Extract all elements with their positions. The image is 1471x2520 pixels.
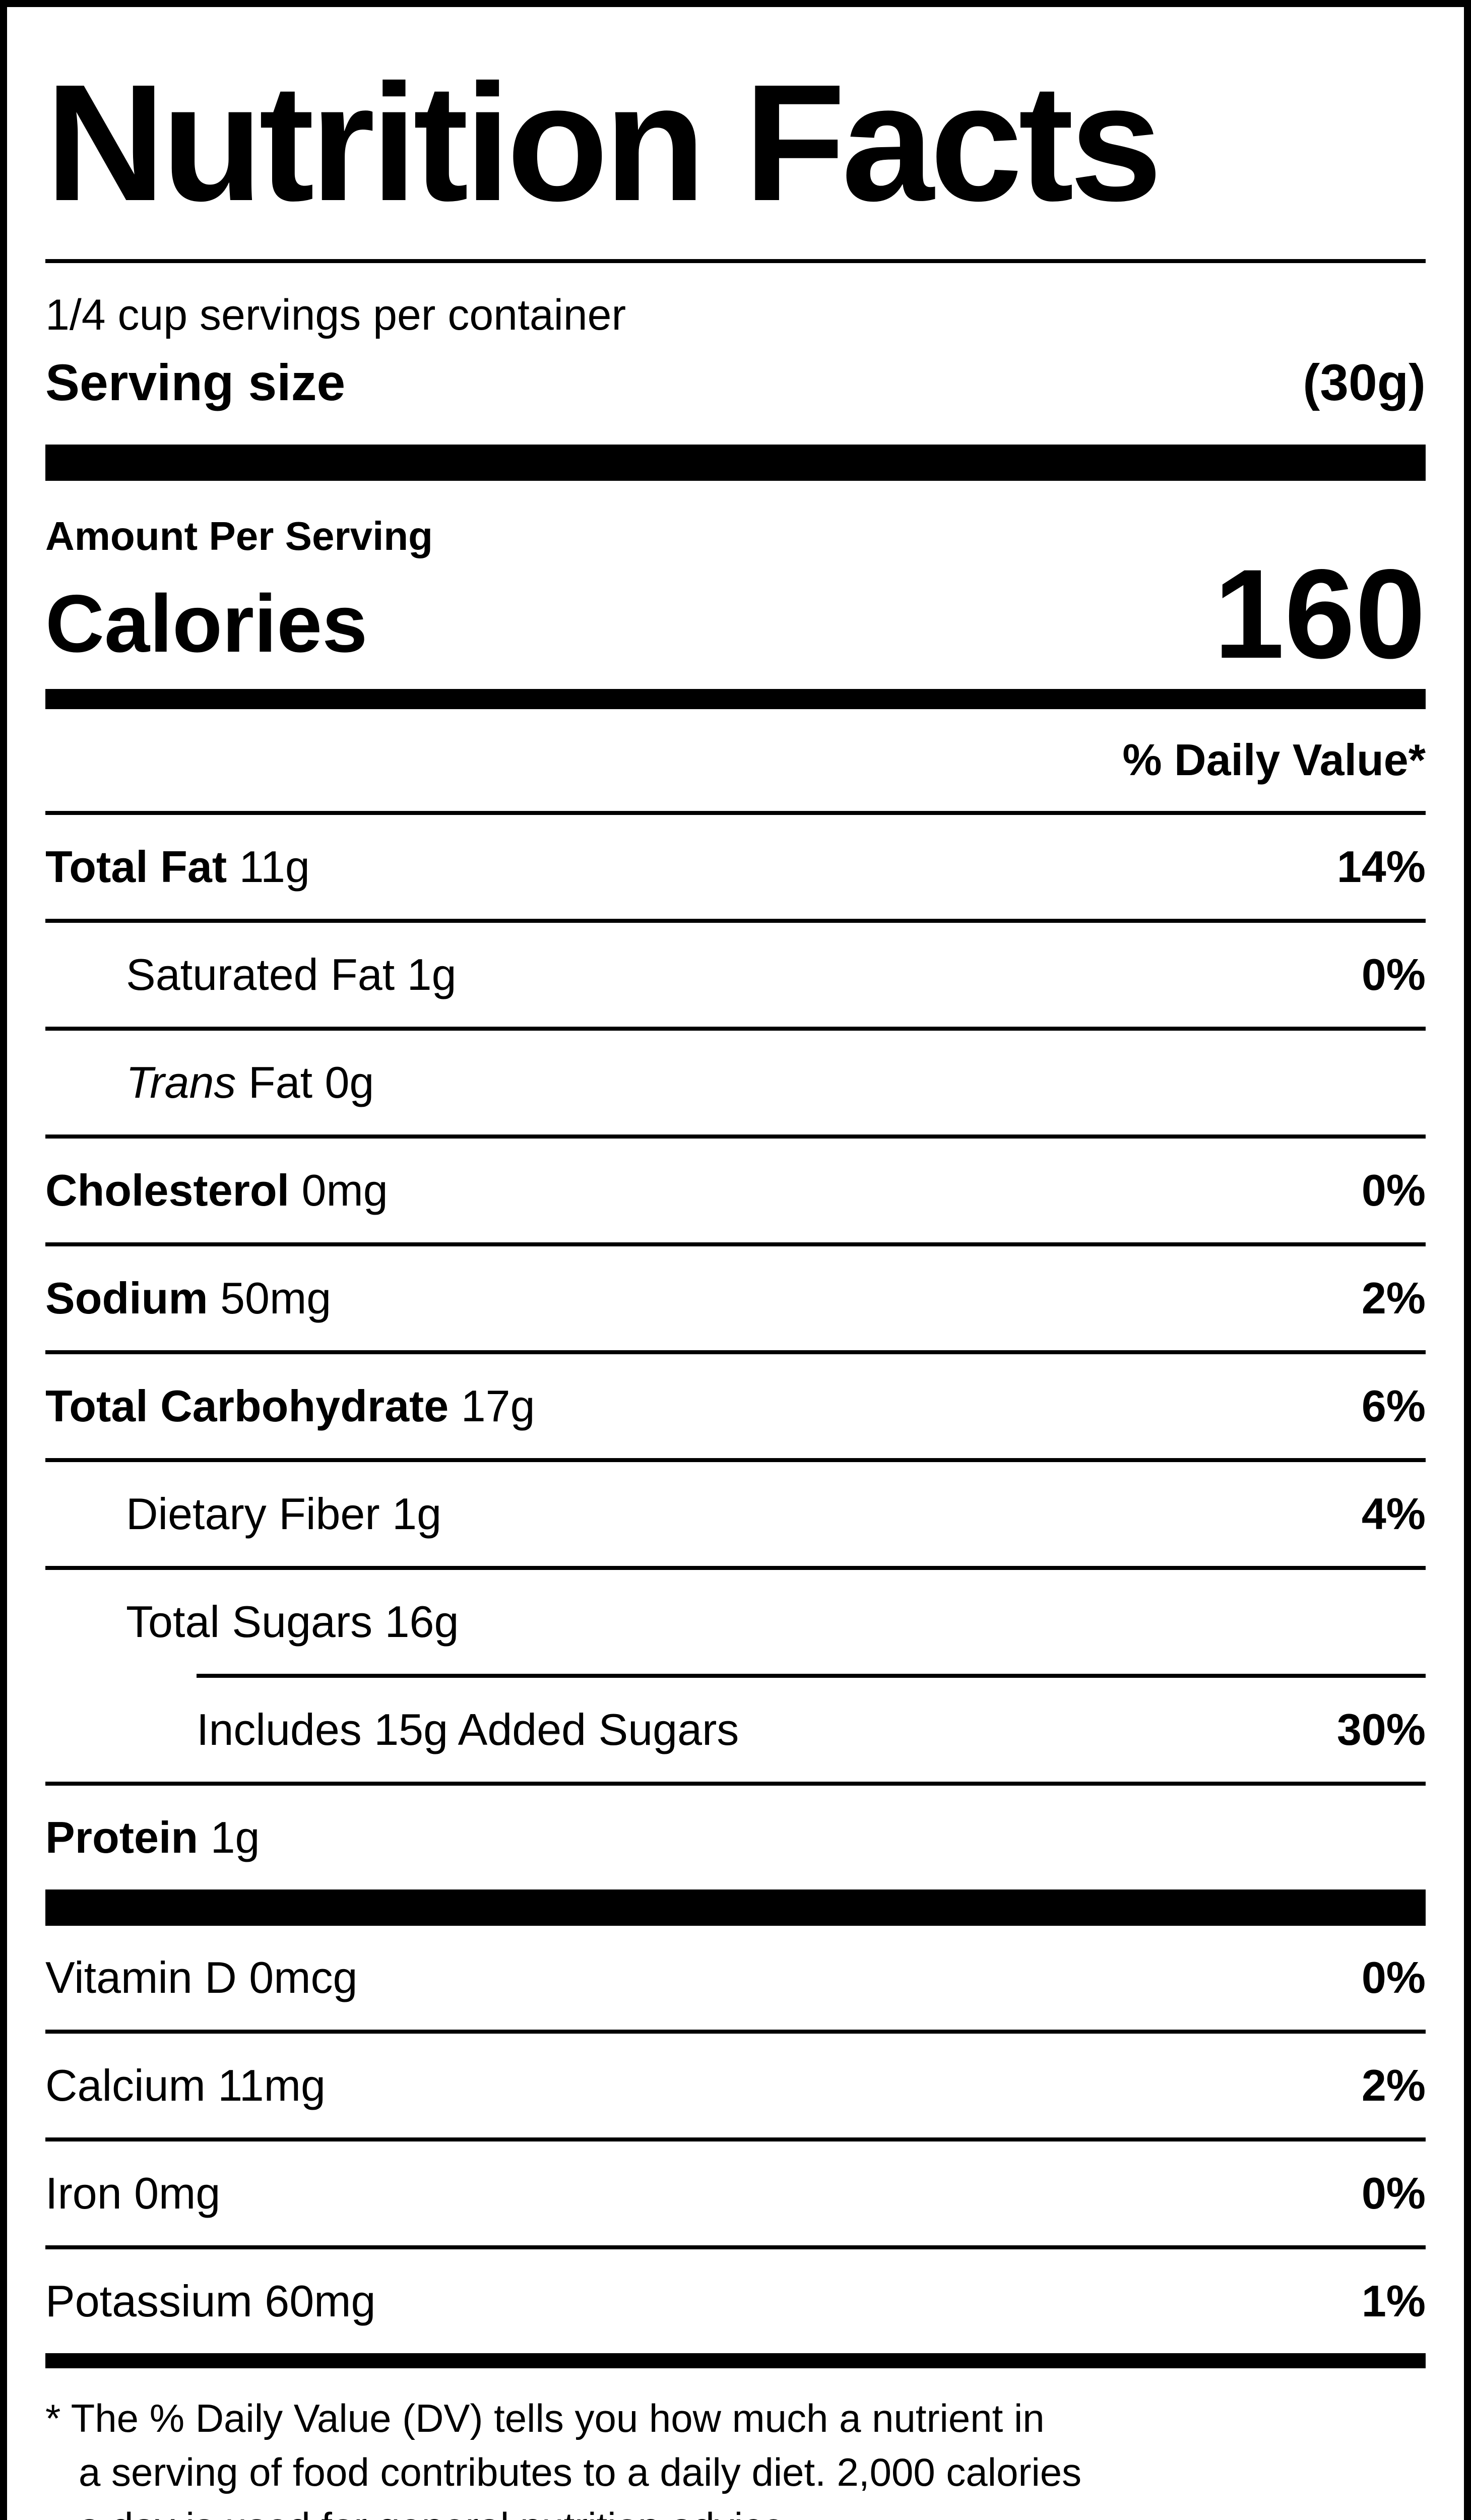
nutrient-amount: Fat 0g [248, 1057, 374, 1107]
nutrient-amount: 11mg [218, 2060, 326, 2110]
divider [45, 1242, 1426, 1246]
nutrient-text: Sodium 50mg [45, 1273, 331, 1324]
nutrient-amount: 1g [392, 1488, 442, 1539]
nutrient-text: Dietary Fiber 1g [126, 1488, 441, 1540]
nutrient-text: Saturated Fat 1g [126, 949, 457, 1000]
vitamin-row-iron: Iron 0mg 0% [45, 2141, 1426, 2245]
nutrient-dv: 0% [1361, 2168, 1426, 2218]
nutrient-row-protein: Protein 1g [45, 1786, 1426, 1889]
divider [45, 1026, 1426, 1031]
nutrient-amount: 17g [461, 1380, 535, 1431]
divider [45, 1350, 1426, 1354]
nutrient-amount: 1g [210, 1812, 260, 1862]
footnote-line: * The % Daily Value (DV) tells you how m… [45, 2396, 1045, 2440]
nutrient-dv: 0% [1361, 1952, 1426, 2002]
nutrient-name: Total Fat [45, 841, 227, 892]
nutrient-text: Calcium 11mg [45, 2060, 326, 2111]
serving-size-row: Serving size (30g) [45, 340, 1426, 445]
thick-bar [45, 445, 1426, 481]
divider [45, 1134, 1426, 1139]
nutrient-name: Dietary Fiber [126, 1488, 380, 1539]
nutrient-row-dietary-fiber: Dietary Fiber 1g 4% [45, 1462, 1426, 1566]
nutrient-name: Protein [45, 1812, 199, 1862]
nutrient-dv: 0% [1361, 949, 1426, 999]
nutrient-amount: 1g [407, 949, 457, 999]
nutrient-name: Vitamin D [45, 1952, 237, 2002]
nutrient-row-sodium: Sodium 50mg 2% [45, 1246, 1426, 1350]
nutrient-text: Potassium 60mg [45, 2276, 375, 2327]
footnote-line: a serving of food contributes to a daily… [79, 2450, 1082, 2495]
nutrient-row-total-fat: Total Fat 11g 14% [45, 815, 1426, 919]
nutrient-amount: 0mcg [249, 1952, 358, 2002]
nutrient-dv: 30% [1336, 1704, 1426, 1754]
amount-per-serving: Amount Per Serving [45, 514, 433, 558]
nutrient-text: Iron 0mg [45, 2168, 220, 2219]
divider [45, 1458, 1426, 1462]
nutrient-row-saturated-fat: Saturated Fat 1g 0% [45, 923, 1426, 1027]
nutrient-dv: 2% [1361, 1273, 1426, 1323]
nutrient-name: Calcium [45, 2060, 206, 2110]
nutrient-name: Sodium [45, 1273, 208, 1323]
thick-bar [45, 1889, 1426, 1926]
nutrient-dv: 1% [1361, 2276, 1426, 2326]
label-title: Nutrition Facts [45, 49, 1162, 235]
nutrient-row-total-carbohydrate: Total Carbohydrate 17g 6% [45, 1354, 1426, 1458]
serving-size-value: (30g) [1303, 354, 1426, 411]
nutrient-text: Vitamin D 0mcg [45, 1952, 357, 2003]
footnote-line: a day is used for general nutrition advi… [45, 2500, 1426, 2520]
nutrient-row-total-sugars: Total Sugars 16g [45, 1570, 1426, 1674]
nutrient-dv: 6% [1361, 1380, 1426, 1431]
daily-value-header: % Daily Value* [1122, 734, 1426, 785]
nutrient-name: Iron [45, 2168, 122, 2218]
divider [45, 918, 1426, 923]
vitamin-row-vitamin-d: Vitamin D 0mcg 0% [45, 1926, 1426, 2030]
nutrient-text: Includes 15g Added Sugars [197, 1704, 739, 1755]
nutrient-name: Total Carbohydrate [45, 1380, 449, 1431]
nutrient-text: Total Sugars 16g [126, 1596, 459, 1648]
nutrient-row-cholesterol: Cholesterol 0mg 0% [45, 1139, 1426, 1242]
nutrient-text: Trans Fat 0g [126, 1057, 374, 1108]
divider [45, 810, 1426, 815]
divider [45, 2029, 1426, 2034]
nutrient-text: Total Fat 11g [45, 841, 310, 893]
nutrient-amount: 0mg [134, 2168, 221, 2218]
nutrient-amount: 50mg [220, 1273, 332, 1323]
divider [45, 2137, 1426, 2141]
nutrient-text: Cholesterol 0mg [45, 1165, 388, 1216]
nutrient-name: Trans [126, 1057, 236, 1107]
calories-label: Calories [45, 578, 368, 669]
nutrient-amount: 60mg [265, 2276, 376, 2326]
nutrient-amount: 16g [385, 1596, 459, 1647]
servings-per-container: 1/4 cup servings per container [45, 291, 626, 339]
nutrient-dv: 2% [1361, 2060, 1426, 2110]
nutrient-name: Total Sugars [126, 1596, 373, 1647]
nutrient-name: Saturated Fat [126, 949, 395, 999]
nutrient-name: Includes 15g Added Sugars [197, 1704, 739, 1754]
calories-row: Calories 160 [45, 543, 1426, 685]
divider-indented [197, 1673, 1426, 1678]
nutrient-amount: 11g [239, 841, 310, 892]
divider [45, 2245, 1426, 2249]
nutrient-amount: 0mg [301, 1165, 388, 1215]
nutrient-text: Protein 1g [45, 1812, 260, 1863]
nutrient-row-added-sugars: Includes 15g Added Sugars 30% [45, 1678, 1426, 1782]
nutrient-name: Potassium [45, 2276, 252, 2326]
nutrient-dv: 14% [1336, 841, 1426, 892]
vitamin-row-calcium: Calcium 11mg 2% [45, 2034, 1426, 2137]
serving-size-label: Serving size [45, 354, 346, 411]
nutrient-dv: 0% [1361, 1165, 1426, 1215]
vitamin-row-potassium: Potassium 60mg 1% [45, 2249, 1426, 2353]
footnote: * The % Daily Value (DV) tells you how m… [45, 2368, 1426, 2520]
medium-bar [45, 688, 1426, 709]
calories-value: 160 [1213, 543, 1426, 685]
divider [45, 1781, 1426, 1786]
divider [45, 259, 1426, 263]
nutrient-dv: 4% [1361, 1488, 1426, 1539]
nutrient-name: Cholesterol [45, 1165, 290, 1215]
nutrient-row-trans-fat: Trans Fat 0g [45, 1031, 1426, 1135]
nutrient-text: Total Carbohydrate 17g [45, 1380, 535, 1432]
footnote-bar [45, 2353, 1426, 2368]
divider [45, 1565, 1426, 1570]
